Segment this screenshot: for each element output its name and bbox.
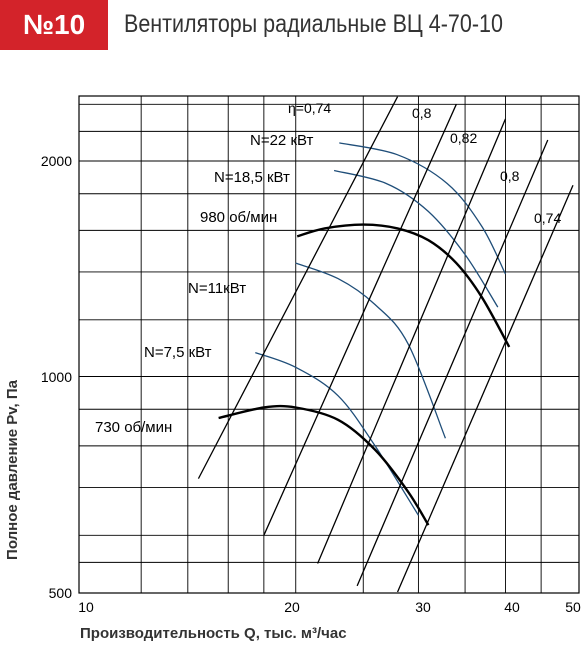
- speed-curve: [218, 404, 430, 526]
- power-curve-label: N=18,5 кВт: [214, 169, 290, 186]
- power-curve: [255, 351, 419, 516]
- efficiency-label: η=0,74: [288, 100, 331, 116]
- chart-number-badge: №10: [0, 0, 108, 50]
- power-curve-label: N=22 кВт: [250, 132, 314, 149]
- efficiency-line: [263, 104, 457, 536]
- power-curve: [333, 169, 499, 308]
- x-tick-label: 20: [284, 599, 300, 615]
- x-tick-label: 40: [504, 599, 520, 615]
- efficiency-label: 0,8: [500, 168, 520, 184]
- efficiency-line: [356, 139, 549, 587]
- y-tick-label: 500: [49, 585, 73, 601]
- y-tick-label: 2000: [41, 153, 72, 169]
- efficiency-label: 0,82: [450, 130, 477, 146]
- power-curve: [295, 262, 447, 439]
- efficiency-label: 0,74: [534, 210, 561, 226]
- efficiency-label: 0,8: [412, 105, 432, 121]
- x-tick-label: 10: [78, 599, 94, 615]
- speed-curve-label: 980 об/мин: [200, 209, 277, 226]
- power-curve: [339, 142, 507, 275]
- x-tick-label: 50: [565, 599, 581, 615]
- plot-area: [78, 95, 580, 594]
- x-tick-label: 30: [415, 599, 431, 615]
- y-axis-label: Полное давление Pv, Па: [4, 379, 21, 560]
- speed-curve: [296, 223, 511, 348]
- power-curve-label: N=7,5 кВт: [144, 344, 212, 361]
- x-axis-label: Производительность Q, тыс. м³/час: [80, 625, 347, 642]
- chart-title: Вентиляторы радиальные ВЦ 4-70-10: [124, 10, 503, 38]
- efficiency-line: [317, 118, 507, 564]
- speed-curve-label: 730 об/мин: [95, 419, 172, 436]
- efficiency-line: [396, 184, 574, 593]
- y-tick-label: 1000: [41, 369, 72, 385]
- power-curve-label: N=11кВт: [188, 280, 246, 297]
